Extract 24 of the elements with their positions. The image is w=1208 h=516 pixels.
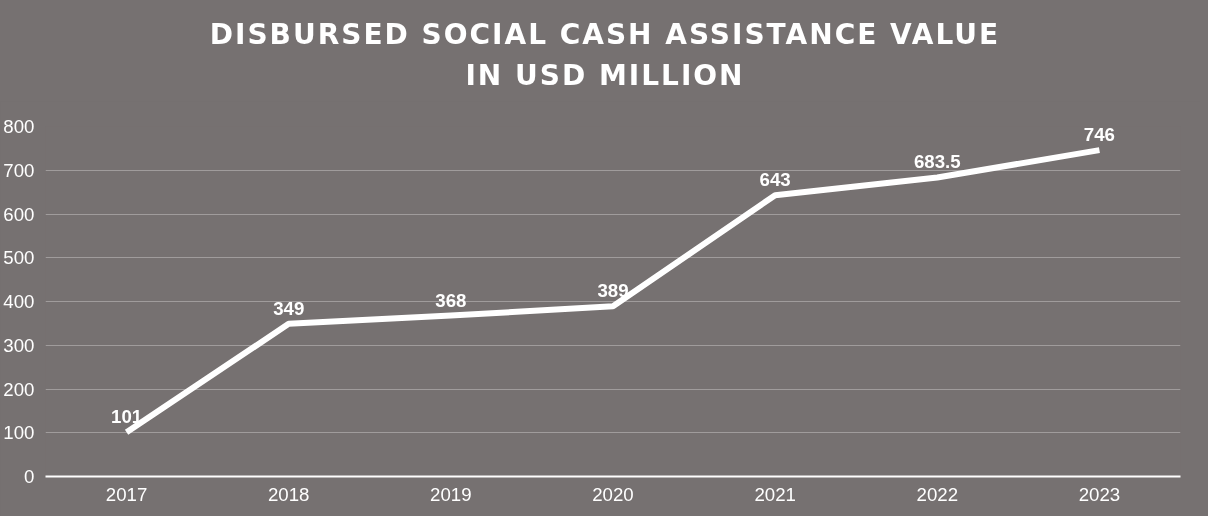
x-tick-label: 2021 — [754, 483, 796, 505]
y-tick-label: 200 — [3, 378, 35, 400]
y-tick-label: 800 — [3, 116, 35, 138]
data-label: 349 — [273, 298, 305, 319]
x-tick-label: 2019 — [430, 483, 472, 505]
x-tick-label: 2020 — [592, 483, 634, 505]
y-tick-label: 100 — [3, 422, 35, 444]
data-label: 643 — [759, 169, 791, 191]
y-tick-label: 400 — [3, 291, 35, 313]
chart-title: DISBURSED SOCIAL CASH ASSISTANCE VALUE IN USD MILLION — [209, 17, 1001, 94]
y-tick-label: 500 — [3, 247, 35, 269]
x-tick-label: 2022 — [916, 483, 959, 505]
data-label: 101 — [111, 406, 143, 428]
x-tick-label: 2023 — [1078, 483, 1121, 505]
x-tick-label: 2017 — [105, 483, 148, 505]
y-tick-label: 300 — [3, 334, 35, 356]
y-tick-label: 600 — [3, 203, 35, 225]
data-label: 389 — [597, 280, 629, 302]
data-label: 683.5 — [913, 151, 961, 173]
x-tick-label: 2018 — [267, 483, 310, 505]
y-tick-label: 0 — [24, 466, 35, 488]
data-label: 368 — [435, 289, 467, 311]
data-label: 746 — [1083, 124, 1116, 146]
y-tick-label: 700 — [3, 159, 35, 181]
